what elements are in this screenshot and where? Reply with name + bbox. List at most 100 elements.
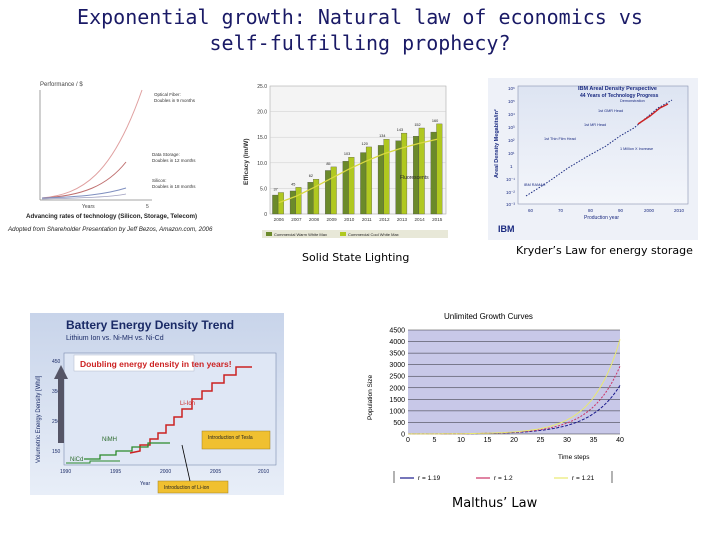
- ssl-bar: [289, 190, 296, 215]
- tech-x-tick: 5: [146, 204, 149, 210]
- liion-step-curve: [129, 366, 252, 454]
- battery-x-ticks: 1990 1995 2000 2005 2010: [60, 469, 269, 475]
- ssl-bar: [436, 123, 443, 215]
- battery-panel: Battery Energy Density Trend Lithium Ion…: [30, 313, 284, 495]
- ibm-ytick-6: 1: [510, 164, 513, 169]
- ibm-ytick-2: 10⁴: [508, 112, 515, 117]
- ssl-panel: Efficacy (lm/W) 0 5.0 10.0 15.0 20.0 25.0 37 20…: [240, 80, 450, 242]
- growth-ylabel: Population Size: [367, 374, 374, 420]
- ibm-ytick-7: 10⁻¹: [506, 177, 515, 182]
- ibm-ytick-5: 10¹: [508, 151, 515, 156]
- battery-ytick-150: 150: [52, 449, 61, 455]
- ssl-ylabel: Efficacy (lm/W): [243, 138, 250, 185]
- growth-legend-label: r = 1.19: [418, 475, 441, 482]
- ibm-note-0: Demonstration: [620, 99, 645, 103]
- ibm-ytick-1: 10⁵: [508, 99, 515, 104]
- battery-xtick-3: 2005: [210, 469, 221, 475]
- ibm-ytick-3: 10³: [508, 125, 515, 130]
- growth-ytick: 3000: [389, 362, 405, 369]
- ssl-xtick: 2007: [291, 217, 302, 222]
- ssl-bar-label: 143: [397, 128, 403, 132]
- label-silicon-2: Doubles in 18 months: [152, 184, 196, 189]
- growth-ytick: 4000: [389, 339, 405, 346]
- nimh-curve: [84, 442, 170, 460]
- caption-malthus: Malthus’ Law: [452, 496, 538, 511]
- ssl-ytick: 10.0: [257, 161, 267, 167]
- caption-solid-state: Solid State Lighting: [302, 251, 410, 264]
- ibm-xtick-3: 90: [618, 208, 624, 213]
- ssl-xtick: 2008: [309, 217, 320, 222]
- ssl-xtick: 2015: [432, 217, 443, 222]
- ssl-ytick: 25.0: [257, 84, 267, 90]
- tech-source: Adopted from Shareholder Presentation by…: [7, 226, 213, 233]
- ibm-ytick-0: 10⁶: [508, 86, 515, 91]
- ssl-bar: [430, 131, 437, 215]
- ssl-bar-label: 103: [344, 152, 350, 156]
- ssl-bar: [307, 182, 314, 215]
- growth-chart: Unlimited Growth Curves Population Size …: [358, 310, 640, 510]
- ssl-bar: [272, 194, 279, 215]
- label-intro-liion: Introduction of Li-ion: [164, 485, 210, 491]
- ibm-xtick-5: 2010: [674, 208, 685, 213]
- battery-banner: Doubling energy density in ten years!: [80, 359, 232, 369]
- ssl-bar: [418, 127, 425, 215]
- growth-ytick: 1500: [389, 397, 405, 404]
- battery-ytick-350: 350: [52, 389, 61, 395]
- growth-xtick: 40: [616, 437, 624, 444]
- ibm-panel: IBM Areal Density Perspective 44 Years o…: [488, 78, 698, 240]
- ssl-bar: [330, 166, 337, 215]
- ssl-ytick: 15.0: [257, 135, 267, 141]
- ssl-bar-label: 85: [326, 162, 330, 166]
- ssl-bar-label: 152: [414, 123, 420, 127]
- battery-arrow-shaft: [58, 377, 64, 443]
- battery-arrow-head: [54, 365, 68, 379]
- ssl-bar: [365, 146, 372, 215]
- ibm-note-3: 1st Thin Film Head: [544, 137, 576, 141]
- ibm-x-ticks: 60 70 80 90 2000 2010: [528, 208, 685, 213]
- ibm-title: IBM Areal Density Perspective: [578, 86, 657, 92]
- battery-xtick-1: 1995: [110, 469, 121, 475]
- battery-y-ticks: 450 350 250 150: [52, 359, 61, 455]
- tech-xlabel: Years: [82, 204, 95, 210]
- tech-rates-panel: Performance / $ Years 5 Optical Fiber: D…: [2, 76, 246, 240]
- ibm-ytick-8: 10⁻²: [506, 190, 515, 195]
- ibm-logo: IBM: [498, 224, 515, 234]
- ssl-bar-label: 37: [274, 187, 278, 191]
- growth-ytick: 2500: [389, 374, 405, 381]
- label-liion: Li-Ion: [180, 401, 195, 407]
- ssl-xtick: 2006: [274, 217, 285, 222]
- ssl-legend-cool: Commercial Cool White Max: [348, 232, 399, 237]
- ibm-ytick-9: 10⁻³: [506, 202, 515, 207]
- ssl-bar-label: 120: [362, 142, 368, 146]
- label-storage-2: Doubles in 12 months: [152, 158, 196, 163]
- growth-xtick: 35: [590, 437, 598, 444]
- label-storage: Data Storage:: [152, 152, 180, 157]
- ssl-xtick: 2010: [344, 217, 355, 222]
- ibm-recent-curve: [637, 103, 669, 125]
- ibm-note-5: IBM RAMAC: [524, 183, 546, 187]
- malthus-panel: Unlimited Growth Curves Population Size …: [358, 310, 640, 510]
- ibm-xlabel: Production year: [584, 215, 619, 221]
- ibm-note-2: 1st MR Head: [584, 123, 606, 127]
- label-optical: Optical Fiber:: [154, 92, 181, 97]
- growth-xtick: 0: [406, 437, 410, 444]
- ssl-legend-warm: Commercial Warm White Max: [274, 232, 327, 237]
- ssl-xtick: 2014: [414, 217, 425, 222]
- growth-xtick: 15: [484, 437, 492, 444]
- ssl-ytick: 0: [264, 212, 267, 218]
- slide-title-line1: Exponential growth: Natural law of econo…: [77, 5, 643, 29]
- growth-xtick: 25: [537, 437, 545, 444]
- battery-xtick-0: 1990: [60, 469, 71, 475]
- tech-rates-chart: Performance / $ Years 5 Optical Fiber: D…: [2, 76, 246, 240]
- label-intro-tesla: Introduction of Tesla: [208, 435, 253, 441]
- ibm-xtick-1: 70: [558, 208, 564, 213]
- growth-xtick: 30: [563, 437, 571, 444]
- caption-kryder: Kryder’s Law for energy storage: [516, 244, 693, 257]
- ssl-annotation: Fluorescents: [400, 175, 429, 181]
- ssl-xtick: 2012: [379, 217, 390, 222]
- slide-title-line2: self-fulfilling prophecy?: [209, 31, 511, 55]
- ssl-xtick: 2009: [326, 217, 337, 222]
- ibm-ylabel: Areal Density Megabits/in²: [493, 109, 500, 178]
- battery-xtick-4: 2010: [258, 469, 269, 475]
- ssl-bar: [348, 157, 355, 215]
